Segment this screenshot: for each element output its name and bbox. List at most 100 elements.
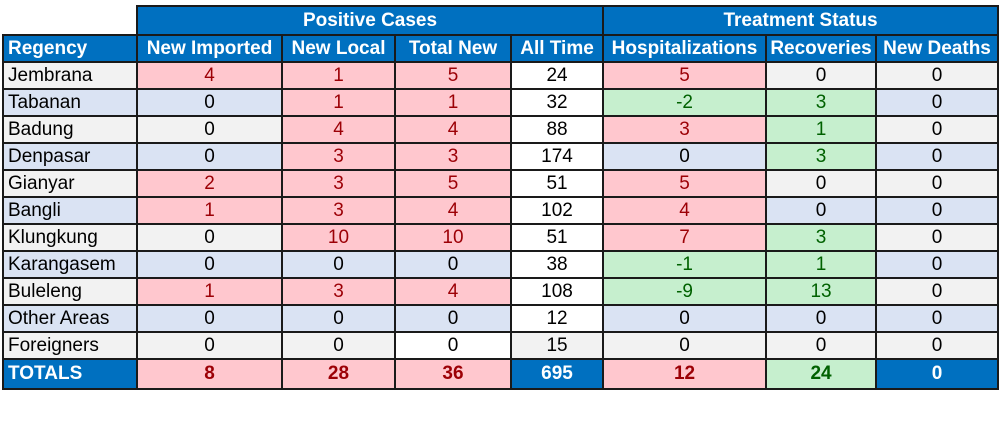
- cell-new-local: 0: [281, 331, 396, 360]
- cell-total-new: 0: [394, 250, 512, 279]
- regency-name: Bangli: [2, 196, 138, 225]
- totals-all-time: 695: [509, 358, 605, 390]
- cell-new-local: 10: [281, 223, 396, 252]
- cell-hospitalizations: 7: [602, 223, 768, 252]
- cell-total-new: 5: [394, 61, 512, 90]
- cell-hospitalizations: 0: [602, 142, 768, 171]
- regency-name: Denpasar: [2, 142, 138, 171]
- cell-new-deaths: 0: [875, 304, 1000, 333]
- cell-total-new: 10: [394, 223, 512, 252]
- cell-hospitalizations: 5: [602, 169, 768, 198]
- cell-new-imported: 2: [136, 169, 283, 198]
- regency-name: Foreigners: [2, 331, 138, 360]
- cell-new-imported: 1: [136, 196, 283, 225]
- totals-new-imported: 8: [136, 358, 283, 390]
- column-header-hospitalizations: Hospitalizations: [602, 34, 768, 63]
- cell-all-time: 108: [509, 277, 605, 306]
- column-header-all-time: All Time: [509, 34, 605, 63]
- column-header-new-local: New Local: [281, 34, 396, 63]
- cell-recoveries: 0: [765, 331, 878, 360]
- cell-recoveries: 0: [765, 304, 878, 333]
- table-row: Buleleng 1 3 4 108 -9 13 0: [2, 277, 1000, 306]
- table-row: Tabanan 0 1 1 32 -2 3 0: [2, 88, 1000, 117]
- column-header-total-new: Total New: [394, 34, 512, 63]
- cell-hospitalizations: 0: [602, 331, 768, 360]
- cell-recoveries: 1: [765, 115, 878, 144]
- cell-hospitalizations: 4: [602, 196, 768, 225]
- group-header-blank: [2, 5, 138, 36]
- cell-hospitalizations: -1: [602, 250, 768, 279]
- column-header-recoveries: Recoveries: [765, 34, 878, 63]
- cell-new-imported: 4: [136, 61, 283, 90]
- cell-new-imported: 1: [136, 277, 283, 306]
- column-header-new-deaths: New Deaths: [875, 34, 1000, 63]
- group-header-row: Positive Cases Treatment Status: [2, 5, 1000, 36]
- group-header-treatment-status: Treatment Status: [602, 5, 1000, 36]
- cell-all-time: 51: [509, 169, 605, 198]
- cell-new-deaths: 0: [875, 115, 1000, 144]
- cell-recoveries: 1: [765, 250, 878, 279]
- regency-name: Tabanan: [2, 88, 138, 117]
- table-row: Bangli 1 3 4 102 4 0 0: [2, 196, 1000, 225]
- table-row: Klungkung 0 10 10 51 7 3 0: [2, 223, 1000, 252]
- cell-hospitalizations: 3: [602, 115, 768, 144]
- cell-recoveries: 0: [765, 169, 878, 198]
- cell-new-deaths: 0: [875, 196, 1000, 225]
- cell-recoveries: 3: [765, 223, 878, 252]
- regency-name: Karangasem: [2, 250, 138, 279]
- cell-all-time: 12: [509, 304, 605, 333]
- cell-hospitalizations: 5: [602, 61, 768, 90]
- cell-new-local: 1: [281, 61, 396, 90]
- totals-label: TOTALS: [2, 358, 138, 390]
- cell-all-time: 32: [509, 88, 605, 117]
- cell-new-local: 3: [281, 169, 396, 198]
- cell-new-local: 4: [281, 115, 396, 144]
- table-row: Gianyar 2 3 5 51 5 0 0: [2, 169, 1000, 198]
- totals-total-new: 36: [394, 358, 512, 390]
- cell-new-deaths: 0: [875, 331, 1000, 360]
- regency-name: Jembrana: [2, 61, 138, 90]
- table-row: Badung 0 4 4 88 3 1 0: [2, 115, 1000, 144]
- cell-new-local: 3: [281, 142, 396, 171]
- covid-cases-table: Positive Cases Treatment Status Regency …: [2, 5, 1000, 390]
- cell-new-deaths: 0: [875, 223, 1000, 252]
- cell-all-time: 15: [509, 331, 605, 360]
- cell-new-local: 1: [281, 88, 396, 117]
- cell-all-time: 38: [509, 250, 605, 279]
- cell-new-deaths: 0: [875, 142, 1000, 171]
- cell-total-new: 0: [394, 304, 512, 333]
- cell-recoveries: 3: [765, 88, 878, 117]
- cell-new-deaths: 0: [875, 61, 1000, 90]
- table-row: Denpasar 0 3 3 174 0 3 0: [2, 142, 1000, 171]
- column-header-row: Regency New Imported New Local Total New…: [2, 34, 1000, 63]
- cell-total-new: 4: [394, 196, 512, 225]
- cell-hospitalizations: -9: [602, 277, 768, 306]
- cell-new-imported: 0: [136, 223, 283, 252]
- regency-name: Gianyar: [2, 169, 138, 198]
- regency-name: Klungkung: [2, 223, 138, 252]
- totals-row: TOTALS 8 28 36 695 12 24 0: [2, 358, 1000, 390]
- totals-new-local: 28: [281, 358, 396, 390]
- cell-new-deaths: 0: [875, 88, 1000, 117]
- cell-recoveries: 13: [765, 277, 878, 306]
- cell-new-imported: 0: [136, 250, 283, 279]
- table-row: Karangasem 0 0 0 38 -1 1 0: [2, 250, 1000, 279]
- cell-total-new: 1: [394, 88, 512, 117]
- cell-new-deaths: 0: [875, 277, 1000, 306]
- totals-recoveries: 24: [765, 358, 878, 390]
- totals-new-deaths: 0: [875, 358, 1000, 390]
- cell-new-local: 0: [281, 250, 396, 279]
- cell-total-new: 4: [394, 115, 512, 144]
- cell-total-new: 3: [394, 142, 512, 171]
- cell-all-time: 102: [509, 196, 605, 225]
- column-header-regency: Regency: [2, 34, 138, 63]
- cell-new-imported: 0: [136, 142, 283, 171]
- cell-recoveries: 0: [765, 196, 878, 225]
- regency-name: Buleleng: [2, 277, 138, 306]
- table-row: Foreigners 0 0 0 15 0 0 0: [2, 331, 1000, 360]
- cell-new-local: 3: [281, 277, 396, 306]
- cell-all-time: 88: [509, 115, 605, 144]
- column-header-new-imported: New Imported: [136, 34, 283, 63]
- totals-hospitalizations: 12: [602, 358, 768, 390]
- cell-new-imported: 0: [136, 115, 283, 144]
